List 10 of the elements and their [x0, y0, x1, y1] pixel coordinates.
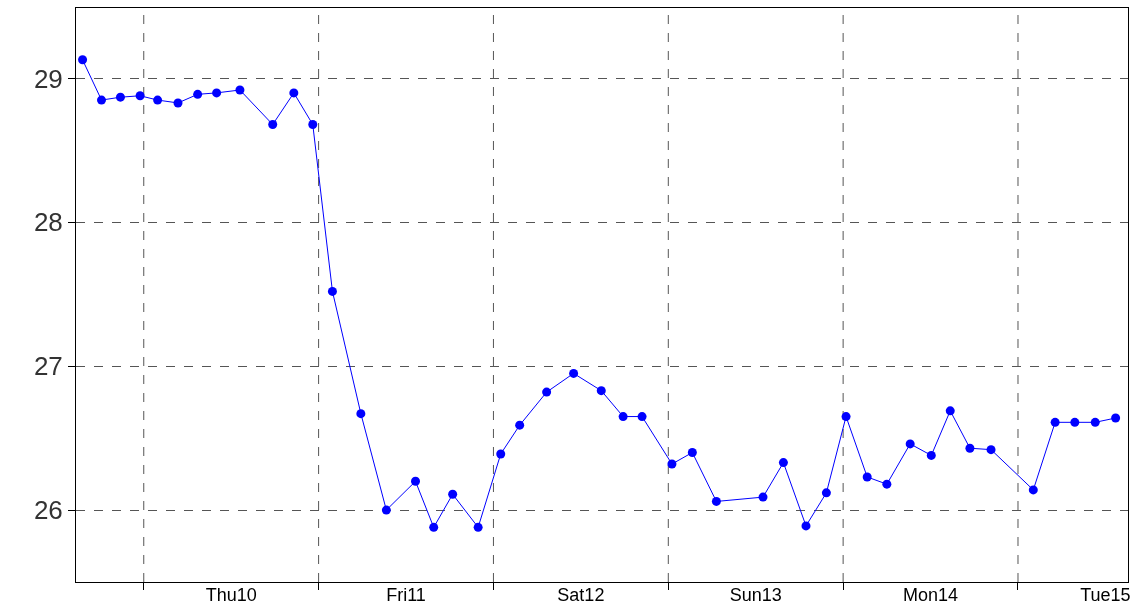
- y-tick-label: 27: [33, 351, 63, 382]
- y-tick-label: 29: [33, 63, 63, 94]
- x-tick-label: Tue15: [1080, 585, 1131, 605]
- x-tick-label: Mon14: [903, 585, 959, 605]
- x-tick-label: Sun13: [729, 585, 782, 605]
- x-tick-label: Thu10: [205, 585, 257, 605]
- x-tick-label: Fri11: [386, 585, 426, 605]
- x-tick-label: Sat12: [557, 585, 605, 605]
- y-tick-label: 28: [33, 207, 63, 238]
- y-tick-label: 26: [33, 495, 63, 526]
